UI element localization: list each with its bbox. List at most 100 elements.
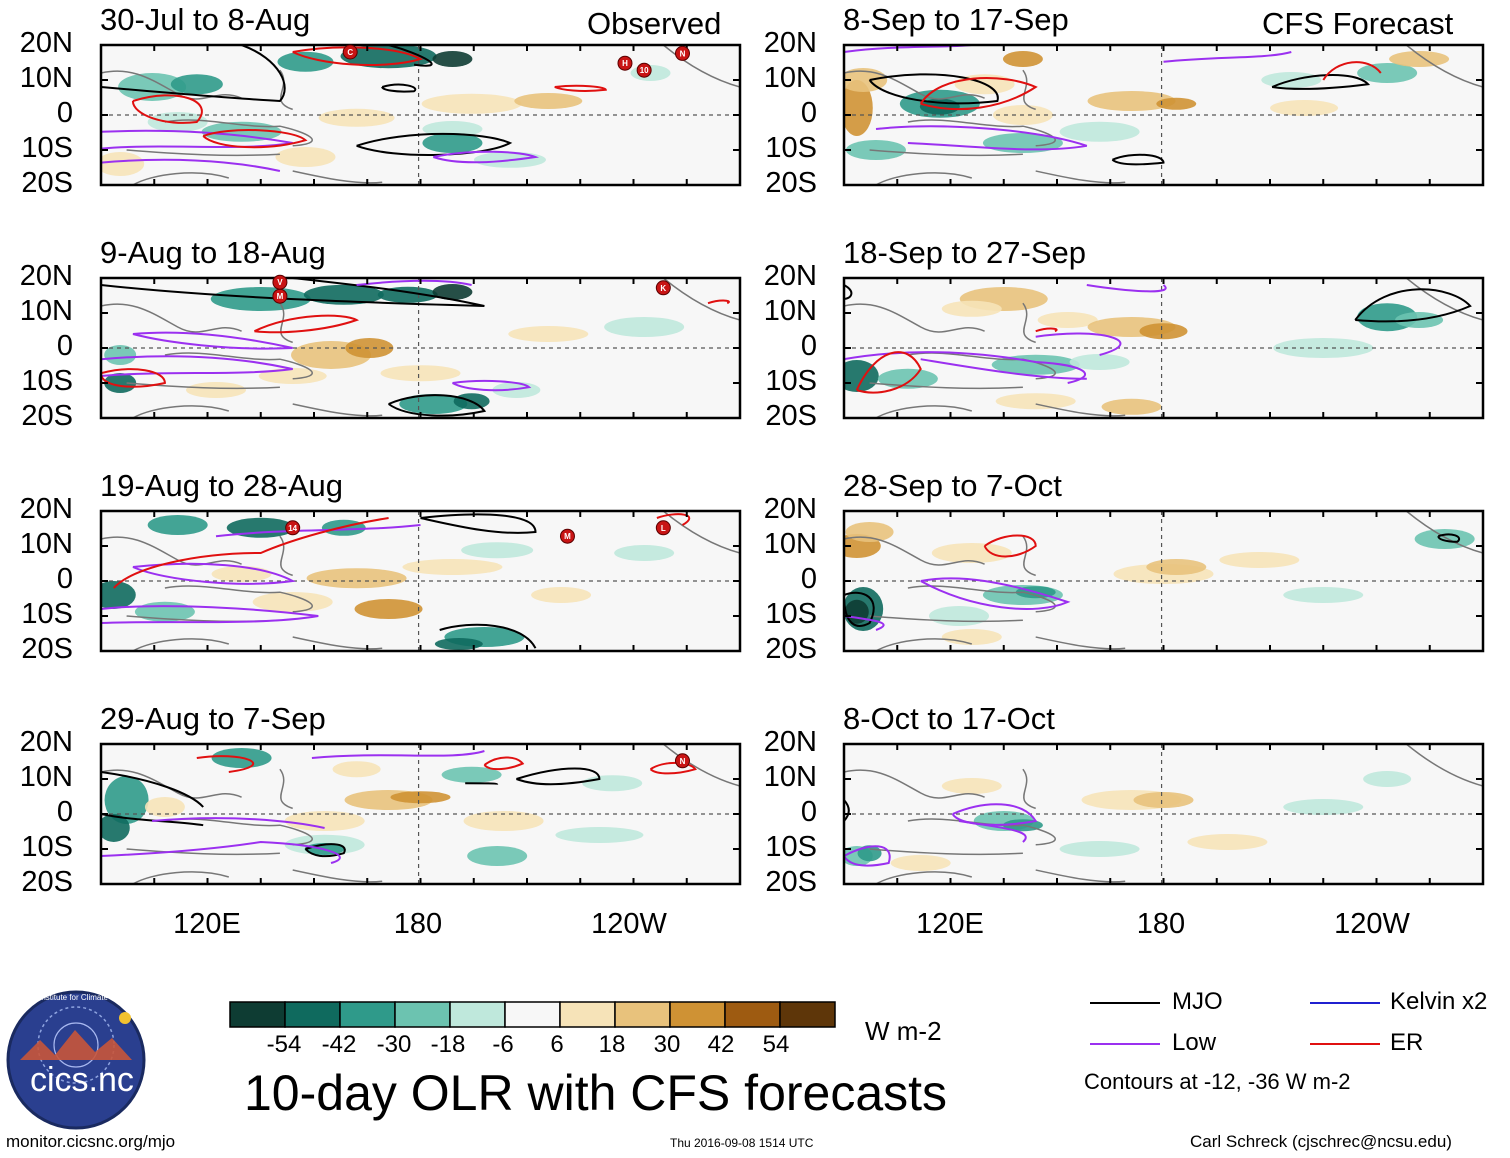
lat-label: 10N — [19, 62, 73, 94]
storm-marker-icon — [655, 520, 671, 536]
footer-credit: Carl Schreck (cjschrec@ncsu.edu) — [1190, 1132, 1452, 1151]
olr-anomaly-patch — [1363, 771, 1412, 787]
legend-label-er: ER — [1390, 1029, 1424, 1056]
wave-contour — [844, 799, 850, 822]
coastline — [869, 382, 1023, 390]
olr-anomaly-patch — [318, 108, 395, 127]
wave-contour — [452, 379, 532, 392]
wave-contour — [919, 77, 1038, 111]
olr-anomaly-patch — [101, 814, 130, 842]
olr-anomaly-patch — [463, 811, 544, 831]
wave-contour — [101, 158, 281, 172]
coastline — [101, 769, 242, 799]
coastline — [132, 871, 230, 884]
wave-contour — [844, 615, 885, 631]
storm-marker-icon — [342, 44, 358, 60]
olr-anomaly-patch — [1270, 100, 1339, 116]
lat-label: 10N — [763, 295, 817, 327]
wave-contour — [1035, 327, 1058, 333]
coastline — [1022, 535, 1036, 577]
colorbar-label: -6 — [492, 1031, 514, 1058]
olr-anomaly-patch — [147, 515, 208, 535]
wave-contour — [202, 129, 308, 149]
colorbar-label: -30 — [376, 1031, 412, 1058]
wave-contour — [132, 562, 296, 585]
colorbar-swatch — [229, 1001, 286, 1028]
lat-label: 20S — [21, 866, 73, 898]
olr-anomaly-patch — [467, 846, 528, 866]
colorbar-label: -54 — [266, 1031, 302, 1058]
storm-marker-label: M — [564, 532, 571, 541]
olr-anomaly-patch — [434, 638, 483, 650]
wave-contour — [388, 45, 433, 67]
olr-anomaly-patch — [877, 368, 938, 389]
coastline — [1022, 302, 1036, 344]
coastline — [1405, 744, 1483, 787]
olr-anomaly-patch — [514, 93, 583, 109]
lat-label: 0 — [800, 563, 817, 595]
lat-label: 0 — [56, 97, 73, 129]
lat-label: 20S — [765, 400, 817, 432]
olr-anomaly-patch — [284, 811, 365, 831]
coastline — [662, 511, 740, 554]
olr-anomaly-patch — [1069, 354, 1130, 370]
lat-label: 10N — [763, 528, 817, 560]
map-panel-4: N — [99, 742, 742, 886]
wave-contour — [1271, 73, 1371, 90]
colorbar-swatch — [449, 1001, 506, 1028]
colorbar-swatch — [339, 1001, 396, 1028]
coastline — [292, 170, 383, 184]
lat-label: 10S — [21, 831, 73, 863]
olr-anomaly-patch — [104, 345, 137, 365]
olr-anomaly-patch — [1389, 51, 1450, 67]
coastline — [662, 278, 740, 321]
map-panel-8 — [842, 742, 1485, 886]
olr-anomaly-patch — [941, 778, 1002, 794]
olr-anomaly-patch — [582, 775, 643, 792]
olr-anomaly-patch — [101, 152, 145, 176]
wave-contour — [253, 314, 360, 334]
panel-title-8: 8-Oct to 17-Oct — [843, 701, 1055, 736]
storm-marker-icon — [674, 45, 690, 61]
lat-label: 20N — [763, 27, 817, 59]
wave-contour — [1035, 332, 1122, 356]
wave-contour — [1163, 51, 1292, 63]
wave-contour — [420, 513, 537, 534]
coastline — [875, 871, 973, 884]
colorbar-swatch — [779, 1001, 836, 1028]
olr-anomaly-patch — [104, 776, 149, 824]
panel-title-4: 29-Aug to 7-Sep — [100, 701, 326, 736]
olr-anomaly-patch — [340, 45, 437, 69]
olr-anomaly-patch — [402, 559, 503, 575]
wave-contour — [707, 299, 730, 305]
coastline — [292, 869, 383, 883]
wave-contour — [101, 771, 204, 808]
lat-label: 10S — [765, 132, 817, 164]
storm-marker-label: 10 — [640, 66, 649, 75]
storm-marker-label: K — [660, 284, 666, 293]
olr-anomaly-patch — [306, 568, 407, 589]
coastline — [279, 69, 293, 111]
legend-label-kelvin: Kelvin x2 — [1390, 988, 1488, 1015]
olr-anomaly-patch — [432, 51, 473, 67]
coastline — [1405, 278, 1483, 321]
lat-label: 0 — [56, 796, 73, 828]
coastline — [126, 382, 280, 390]
olr-anomaly-patch — [461, 542, 534, 559]
olr-anomaly-patch — [118, 73, 187, 101]
lat-label: 10S — [21, 598, 73, 630]
storm-marker-icon — [272, 274, 288, 290]
olr-anomaly-patch — [380, 365, 461, 382]
logo-ring-text: Cooperative Institute for Climate and Sa… — [0, 993, 158, 1002]
colorbar-label: 54 — [762, 1031, 790, 1058]
lat-label: 20N — [19, 260, 73, 292]
storm-marker-label: H — [622, 59, 628, 68]
coastline — [279, 302, 293, 344]
storm-marker-label: N — [680, 757, 686, 766]
wave-contour — [101, 840, 341, 864]
olr-anomaly-patch — [1187, 834, 1268, 850]
olr-anomaly-patch — [277, 51, 334, 72]
panel-title-7: 28-Sep to 7-Oct — [843, 468, 1062, 503]
olr-anomaly-patch — [170, 74, 223, 95]
coastline — [844, 536, 985, 566]
